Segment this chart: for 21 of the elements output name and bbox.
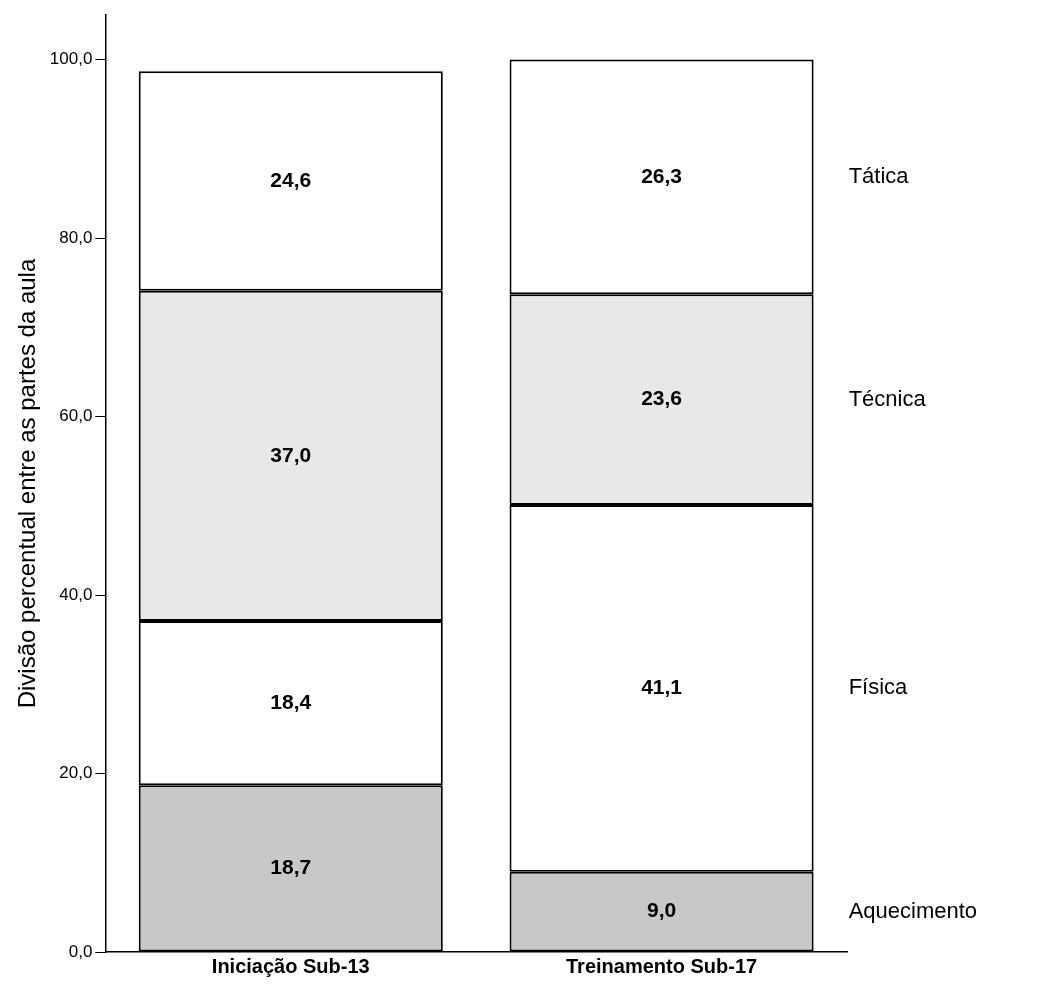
y-tick-label: 80,0 (59, 227, 93, 247)
series-label: Técnica (848, 385, 927, 411)
data-label: 18,4 (270, 689, 312, 713)
x-tick-label: Iniciação Sub-13 (211, 954, 370, 977)
data-label: 26,3 (641, 163, 683, 187)
data-label: 24,6 (270, 167, 312, 191)
y-tick-label: 60,0 (59, 406, 93, 426)
data-label: 37,0 (270, 442, 312, 466)
data-label: 9,0 (646, 898, 677, 922)
x-tick-label: Treinamento Sub-17 (566, 954, 758, 977)
series-label: Tática (848, 163, 910, 189)
y-axis-title: Divisão percentual entre as partes da aula (13, 258, 41, 709)
y-tick-label: 20,0 (59, 763, 93, 783)
y-tick-label: 100,0 (49, 49, 93, 69)
data-label: 41,1 (641, 675, 683, 699)
y-tick-label: 0,0 (68, 941, 93, 961)
series-label: Física (848, 674, 909, 700)
data-label: 18,7 (270, 855, 312, 879)
y-tick-label: 40,0 (59, 584, 93, 604)
data-label: 23,6 (641, 386, 683, 410)
series-label: Aquecimento (848, 897, 978, 923)
